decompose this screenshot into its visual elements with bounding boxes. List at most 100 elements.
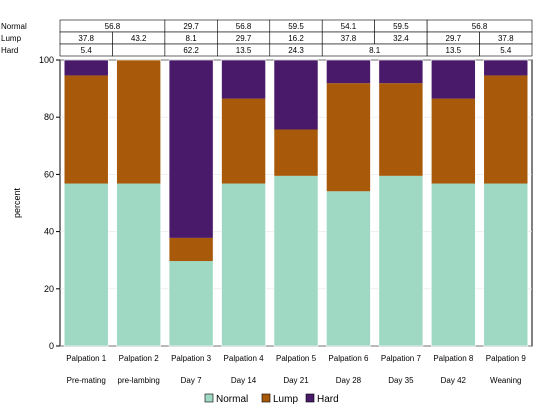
bar-lump-6 <box>326 83 371 192</box>
x-sublabel: Day 42 <box>441 376 467 385</box>
x-sublabel: Weaning <box>490 376 521 385</box>
legend-label-lump: Lump <box>273 394 298 405</box>
bar-lump-2 <box>116 60 161 184</box>
bar-lump-3 <box>169 237 214 262</box>
table-row-label: Normal <box>1 22 27 31</box>
bar-hard-6 <box>326 60 371 84</box>
x-category-label: Palpation 7 <box>381 354 422 363</box>
bar-normal-5 <box>273 175 319 346</box>
x-category-label: Palpation 8 <box>433 354 474 363</box>
table-cell-value: 37.8 <box>78 34 94 43</box>
table-cell-value: 43.2 <box>131 34 147 43</box>
table-cell-value: 29.7 <box>183 22 199 31</box>
bar-hard-3 <box>169 60 214 238</box>
plot-area <box>59 59 533 347</box>
bar-hard-5 <box>273 60 319 130</box>
x-sublabel: pre-lambing <box>118 376 160 385</box>
bar-lump-5 <box>273 129 319 176</box>
bar-normal-2 <box>116 183 161 346</box>
bar-normal-9 <box>483 183 528 346</box>
x-category-label: Palpation 5 <box>276 354 317 363</box>
y-tick-label: 60 <box>44 169 54 179</box>
table-cell-value: 56.8 <box>105 22 121 31</box>
bar-outline <box>326 59 371 347</box>
table-cell-value: 59.5 <box>393 22 409 31</box>
table-cell-value: 5.4 <box>81 46 93 55</box>
y-axis-title: percent <box>12 187 22 218</box>
bar-outline <box>63 59 109 347</box>
table-cell <box>112 43 166 57</box>
legend-swatch-hard <box>305 393 315 403</box>
bar-normal-4 <box>221 183 266 346</box>
bar-lump-9 <box>483 75 528 184</box>
x-category-label: Palpation 9 <box>486 354 527 363</box>
table-cell-value: 16.2 <box>288 34 304 43</box>
bar-lump-7 <box>378 83 423 176</box>
table-cell-value: 37.8 <box>341 34 357 43</box>
table-row-label: Lump <box>1 34 22 43</box>
bar-normal-7 <box>378 175 423 346</box>
bar-normal-3 <box>169 261 214 346</box>
bar-hard-7 <box>378 60 423 84</box>
legend-swatch-normal <box>204 393 214 403</box>
x-sublabel: Day 28 <box>336 376 362 385</box>
bar-outline <box>116 59 161 347</box>
x-sublabel: Day 21 <box>283 376 309 385</box>
table-cell-value: 32.4 <box>393 34 409 43</box>
x-sublabel: Pre-mating <box>67 376 106 385</box>
y-tick-label: 0 <box>49 341 54 351</box>
table-cell-value: 29.7 <box>236 34 252 43</box>
table-cell-value: 56.8 <box>236 22 252 31</box>
table-cell-value: 54.1 <box>341 22 357 31</box>
y-tick-label: 100 <box>39 55 54 65</box>
x-sublabel: Day 7 <box>181 376 202 385</box>
bar-hard-1 <box>64 60 109 76</box>
y-tick-label: 20 <box>44 284 54 294</box>
table-cell-value: 29.7 <box>446 34 462 43</box>
table-cell-value: 8.1 <box>369 46 381 55</box>
x-category-label: Palpation 2 <box>119 354 160 363</box>
bar-outline <box>221 59 266 347</box>
table-cell-value: 56.8 <box>472 22 488 31</box>
table-cell-value: 13.5 <box>446 46 462 55</box>
x-category-label: Palpation 1 <box>66 354 107 363</box>
table-cell-value: 24.3 <box>288 46 304 55</box>
table-cell-value: 59.5 <box>288 22 304 31</box>
bar-outline <box>378 59 424 347</box>
x-axis-labels: Palpation 1 Pre-mating Palpation 2 pre-lamb… <box>66 354 526 385</box>
table-cell-value: 13.5 <box>236 46 252 55</box>
bar-hard-8 <box>431 60 476 99</box>
table-cell-value: 5.4 <box>500 46 512 55</box>
x-sublabel: Day 35 <box>388 376 414 385</box>
x-category-label: Palpation 6 <box>328 354 369 363</box>
bar-lump-8 <box>431 98 476 184</box>
x-category-label: Palpation 4 <box>224 354 265 363</box>
y-tick-label: 80 <box>44 112 54 122</box>
summary-table: Normal 56.8 29.7 56.8 59.5 54.1 59.5 56.8 Lump 37… <box>1 19 533 57</box>
bar-normal-1 <box>64 183 109 346</box>
y-tick-label: 40 <box>44 227 54 237</box>
x-category-label: Palpation 3 <box>171 354 212 363</box>
bar-outline <box>431 59 476 347</box>
bar-lump-1 <box>64 75 109 184</box>
table-cell-value: 8.1 <box>186 34 198 43</box>
legend-label-normal: Normal <box>216 394 248 405</box>
bar-outline <box>273 59 319 347</box>
table-cell-value: 37.8 <box>498 34 514 43</box>
table-cell-value: 62.2 <box>183 46 199 55</box>
bar-normal-8 <box>431 183 476 346</box>
table-row-label: Hard <box>1 46 18 55</box>
x-sublabel: Day 14 <box>231 376 257 385</box>
bar-normal-6 <box>326 191 371 346</box>
bar-outline <box>168 59 214 347</box>
bar-lump-4 <box>221 98 266 184</box>
y-axis: 0 20 40 60 80 100 percent <box>12 55 60 351</box>
legend: Normal Lump Hard <box>204 393 339 405</box>
bar-hard-4 <box>221 60 266 99</box>
bar-outline <box>483 59 529 347</box>
legend-label-hard: Hard <box>317 394 339 405</box>
table-cell <box>479 43 533 57</box>
legend-swatch-lump <box>261 393 271 403</box>
bar-hard-9 <box>483 60 528 76</box>
